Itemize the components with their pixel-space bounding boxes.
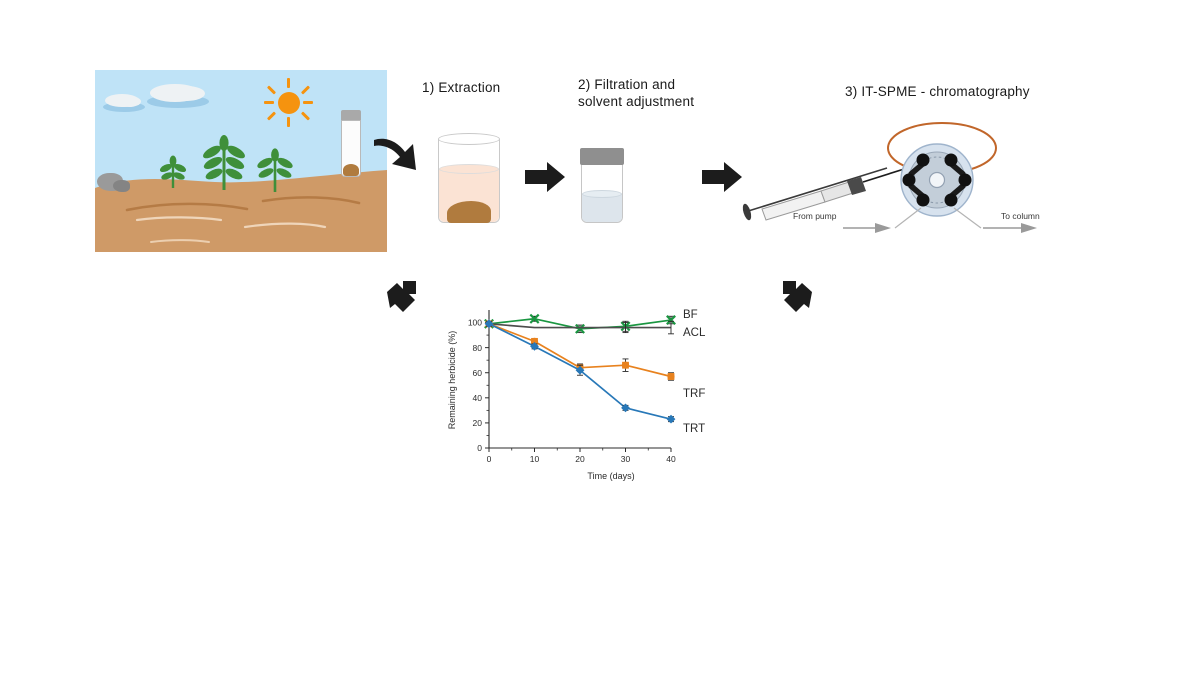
right-arrow-icon — [702, 162, 742, 192]
chart-legend: BF ACL TRF TRT — [683, 309, 706, 435]
beaker-rim — [438, 133, 500, 145]
legend-label-trt: TRT — [683, 423, 705, 435]
to-column-label: To column — [1001, 211, 1040, 221]
legend-label-acl: ACL — [683, 327, 706, 339]
cloud-icon — [147, 84, 209, 108]
itspme-assembly — [742, 122, 1037, 233]
beaker — [438, 133, 500, 225]
step-label-filtration-line2: solvent adjustment — [578, 93, 695, 109]
degradation-line-chart: 0 10 20 30 40 0 20 40 60 80 100 BF ACL TRF TRT Time (… — [447, 309, 706, 481]
svg-text:20: 20 — [473, 418, 483, 428]
series-trt — [484, 319, 676, 424]
step-label-filtration: 2) Filtration and solvent adjustment — [578, 77, 694, 111]
svg-text:80: 80 — [473, 343, 483, 353]
vial-sediment — [343, 164, 359, 176]
curved-arrow-icon — [374, 138, 416, 170]
field-illustration — [95, 70, 387, 252]
svg-text:20: 20 — [575, 454, 585, 464]
sample-vial — [340, 110, 362, 178]
chart-ticks — [485, 322, 672, 452]
beaker-liquid-surface — [439, 164, 499, 174]
down-right-arrow-icon — [387, 281, 416, 312]
svg-text:30: 30 — [621, 454, 631, 464]
rock-icon — [113, 180, 130, 192]
legend-label-bf: BF — [683, 309, 698, 321]
right-arrow-icon — [525, 162, 565, 192]
svg-text:60: 60 — [473, 368, 483, 378]
injection-valve-icon — [900, 143, 974, 217]
svg-text:100: 100 — [468, 318, 482, 328]
x-axis-title: Time (days) — [587, 471, 634, 481]
sample-jar — [580, 148, 624, 224]
from-pump-label: From pump — [793, 211, 837, 221]
legend-label-trf: TRF — [683, 388, 705, 400]
chart-series — [484, 313, 676, 424]
down-left-arrow-icon — [783, 281, 812, 312]
sun-icon — [278, 92, 300, 114]
jar-liquid — [582, 194, 622, 222]
svg-text:10: 10 — [530, 454, 540, 464]
step-label-filtration-line1: 2) Filtration and — [578, 77, 676, 92]
vial-cap — [341, 110, 361, 121]
step-label-itspme: 3) IT-SPME - chromatography — [845, 84, 1030, 99]
svg-text:0: 0 — [487, 454, 492, 464]
y-axis-title: Remaining herbicide (%) — [447, 331, 457, 430]
svg-text:40: 40 — [473, 393, 483, 403]
cloud-icon — [103, 94, 145, 112]
svg-text:40: 40 — [666, 454, 676, 464]
plant-icon — [257, 148, 293, 192]
series-bf — [484, 313, 676, 334]
jar-liquid-surface — [582, 190, 622, 198]
jar-cap — [580, 148, 624, 165]
chart-tick-labels: 0 10 20 30 40 0 20 40 60 80 100 — [468, 318, 676, 464]
soil-ground — [95, 170, 387, 252]
step-label-extraction: 1) Extraction — [422, 80, 501, 95]
svg-text:0: 0 — [477, 443, 482, 453]
vial-body — [341, 120, 361, 177]
plant-icon — [159, 155, 187, 188]
beaker-sediment — [447, 201, 491, 223]
plant-icon — [203, 135, 245, 190]
